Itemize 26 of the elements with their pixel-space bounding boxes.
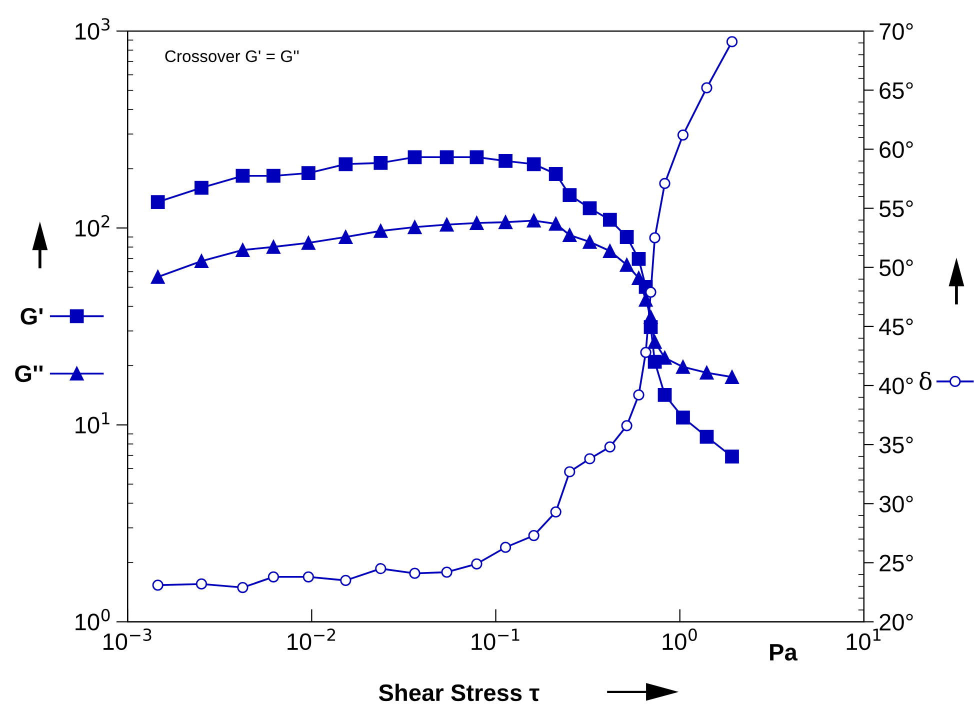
y2-tick-label: 45° <box>879 318 913 336</box>
y2-tick-label: 35° <box>879 436 913 454</box>
y2-tick-label: 20° <box>880 614 913 631</box>
x-tick-label: 10$^{−1}$ <box>472 628 520 650</box>
x-axis-title: Shear Stress τ <box>378 684 540 702</box>
text: Pa <box>770 644 798 661</box>
y2-tick-label: 40° <box>879 378 913 394</box>
legend-label: G'' <box>15 365 43 382</box>
annotation: Crossover G' = G'' <box>165 50 299 62</box>
y2-tick-label: 65° <box>880 82 913 99</box>
y2-tick-label: 25° <box>880 554 913 572</box>
legend-label: δ <box>920 372 932 390</box>
y-tick-label: 10$^{2}$ <box>76 215 110 237</box>
x-tick-label: 10$^{0}$ <box>662 628 697 650</box>
y2-tick-label: 50° <box>879 259 913 276</box>
y2-tick-label: 70° <box>880 23 913 40</box>
x-tick-label: 10$^{−2}$ <box>288 628 336 650</box>
y2-tick-label: 60° <box>880 141 913 158</box>
y-tick-label: 10$^{0}$ <box>76 608 110 630</box>
y-tick-label: 10$^{3}$ <box>76 18 110 40</box>
x-tick-label: 10$^{−3}$ <box>104 628 152 650</box>
y2-tick-label: 55° <box>879 200 913 218</box>
x-tick-label: 10$^{1}$ <box>846 628 881 650</box>
y-tick-label: 10$^{1}$ <box>76 412 110 434</box>
y2-tick-label: 30° <box>879 496 913 512</box>
legend-label: G' <box>20 308 43 325</box>
